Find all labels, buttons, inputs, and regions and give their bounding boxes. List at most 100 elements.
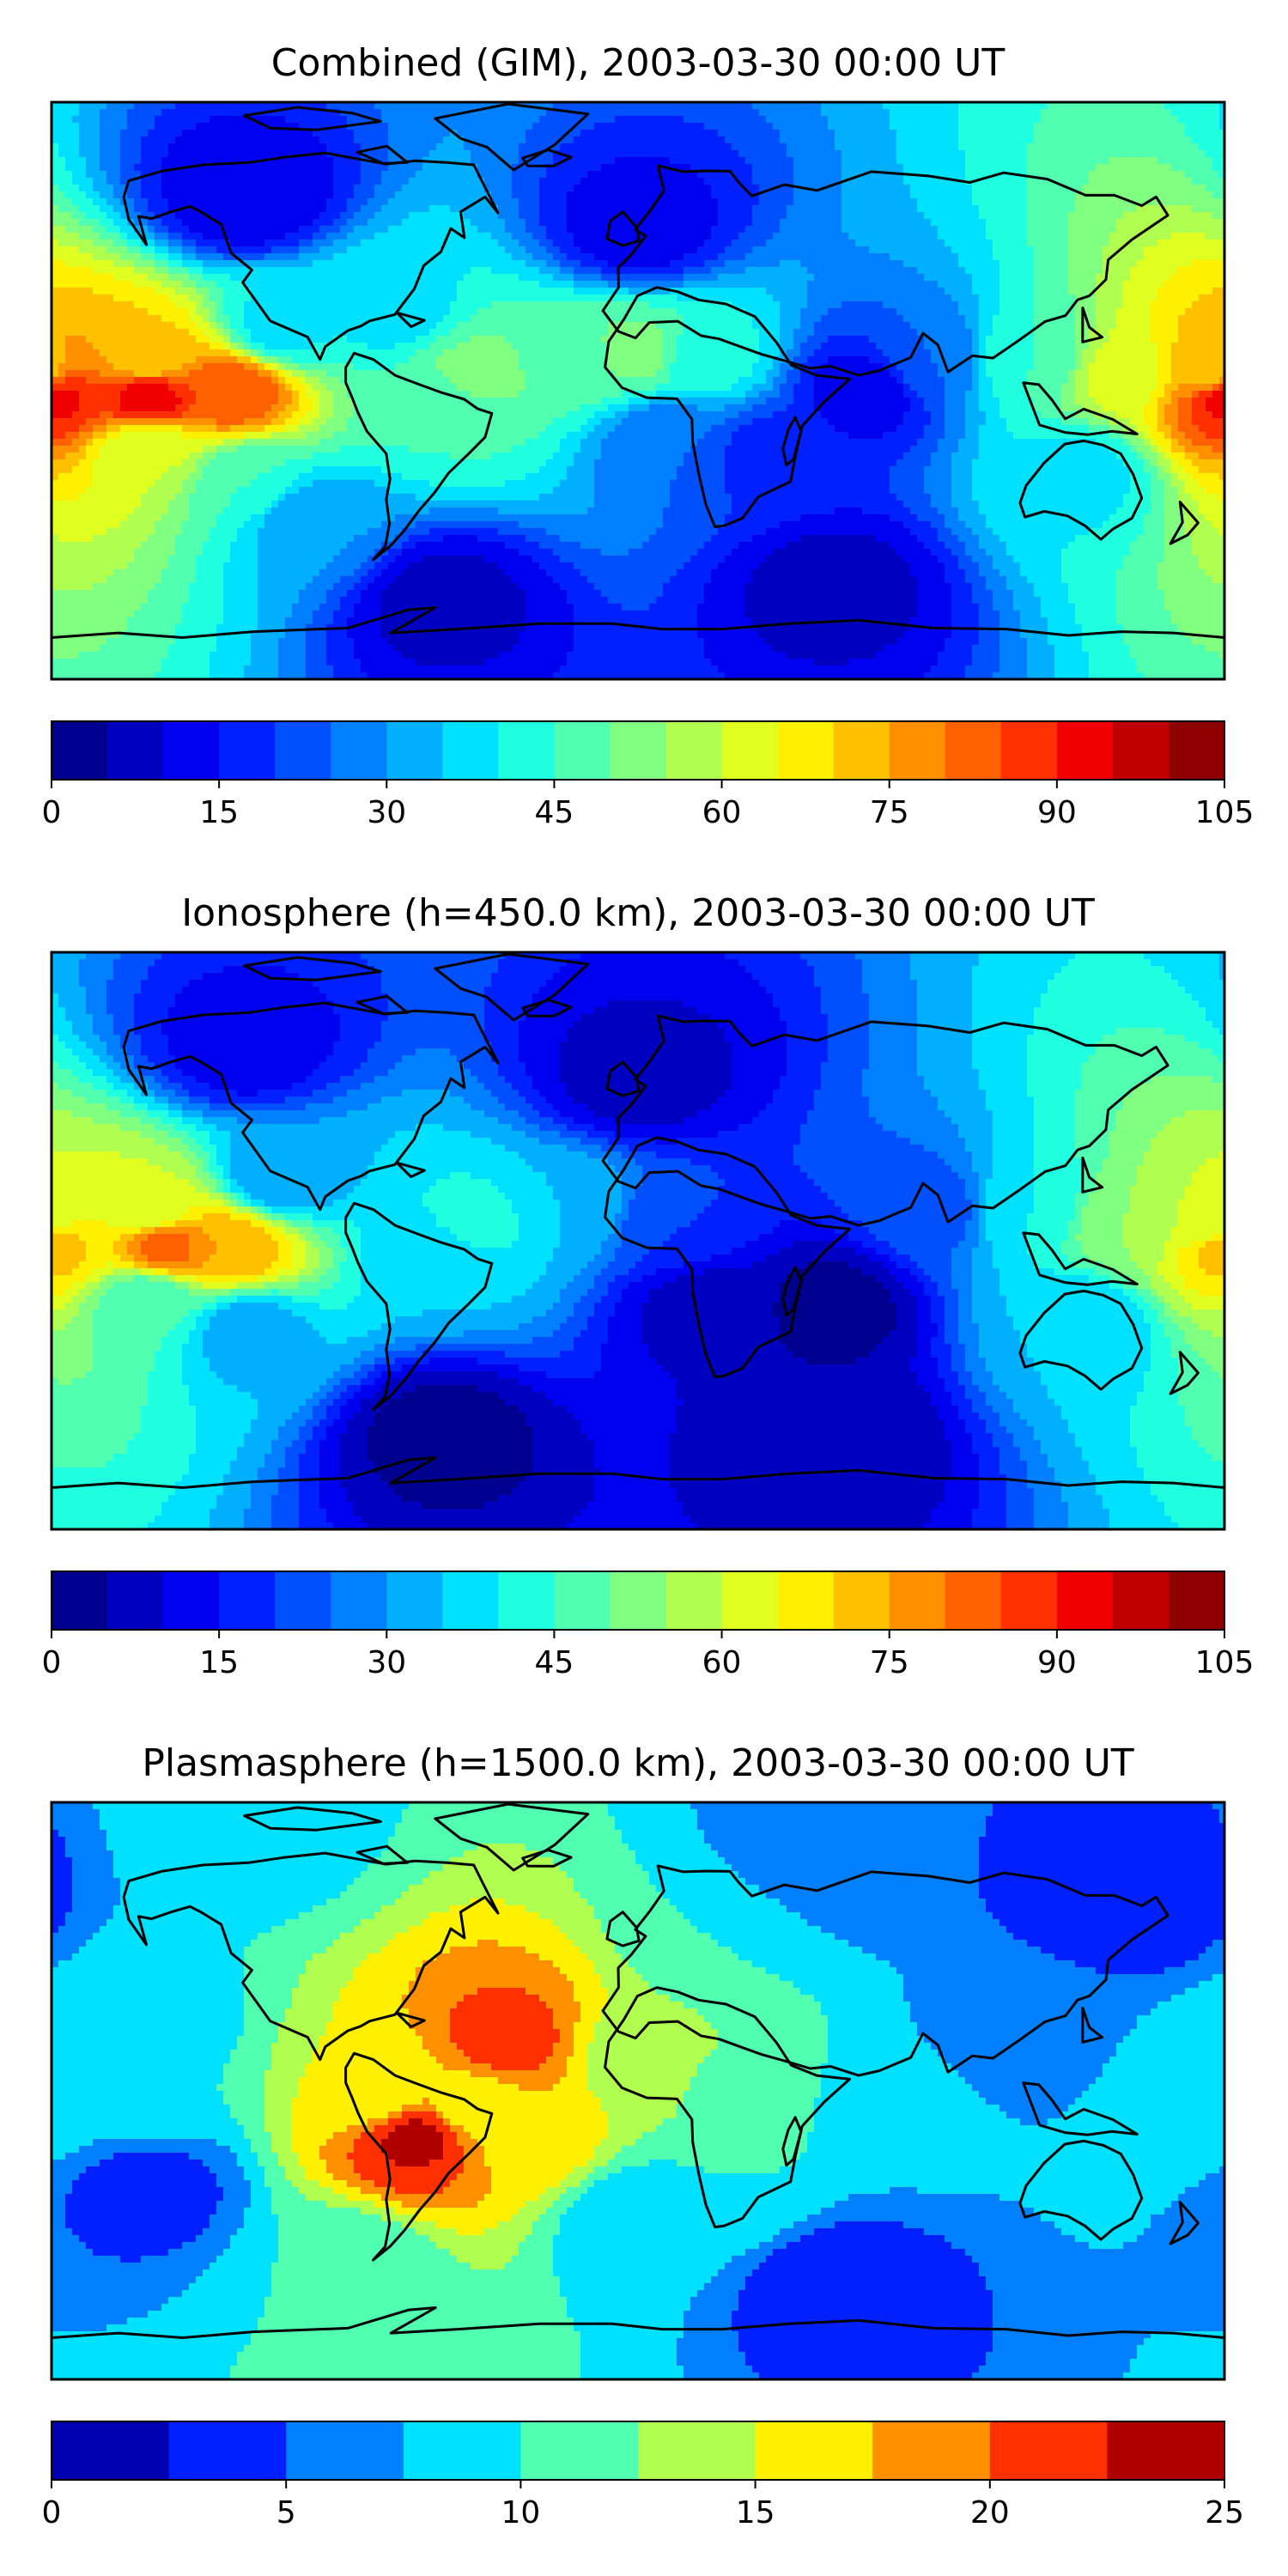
contour-cell bbox=[86, 281, 94, 289]
contour-cell bbox=[1006, 219, 1014, 227]
contour-cell bbox=[560, 281, 568, 289]
contour-cell bbox=[196, 212, 204, 220]
contour-cell bbox=[79, 253, 87, 261]
contour-cell bbox=[848, 274, 856, 282]
contour-cell bbox=[567, 246, 574, 254]
contour-cell bbox=[148, 116, 155, 124]
contour-cell bbox=[1048, 281, 1055, 289]
contour-cell bbox=[1089, 116, 1097, 124]
contour-cell bbox=[622, 116, 629, 124]
contour-cell bbox=[443, 185, 451, 192]
contour-cell bbox=[1212, 295, 1220, 302]
contour-cell bbox=[141, 157, 149, 165]
contour-cell bbox=[958, 164, 966, 172]
contour-cell bbox=[903, 123, 911, 131]
contour-cell bbox=[72, 260, 80, 268]
contour-cell bbox=[951, 116, 959, 124]
contour-cell bbox=[79, 191, 87, 199]
contour-cell bbox=[258, 137, 265, 144]
contour-cell bbox=[1013, 233, 1021, 240]
contour-cell bbox=[951, 109, 959, 117]
contour-cell bbox=[690, 109, 698, 117]
contour-cell bbox=[1061, 185, 1069, 192]
contour-cell bbox=[402, 274, 410, 282]
contour-cell bbox=[814, 274, 822, 282]
contour-cell bbox=[388, 185, 396, 192]
contour-cell bbox=[416, 295, 423, 302]
contour-cell bbox=[189, 212, 197, 220]
contour-cell bbox=[587, 226, 595, 234]
contour-cell bbox=[65, 198, 73, 206]
contour-cell bbox=[450, 109, 458, 117]
contour-cell bbox=[395, 143, 403, 151]
contour-cell bbox=[1013, 212, 1021, 220]
contour-cell bbox=[340, 164, 348, 172]
contour-cell bbox=[670, 281, 677, 289]
contour-cell bbox=[86, 267, 94, 275]
contour-cell bbox=[175, 150, 183, 158]
contour-cell bbox=[285, 253, 293, 261]
contour-cell bbox=[1178, 178, 1186, 185]
contour-cell bbox=[258, 274, 265, 282]
contour-cell bbox=[52, 212, 59, 220]
contour-cell bbox=[381, 198, 389, 206]
contour-cell bbox=[917, 260, 925, 268]
contour-cell bbox=[1192, 164, 1200, 172]
contour-cell bbox=[484, 288, 492, 295]
contour-cell bbox=[814, 178, 822, 185]
contour-cell bbox=[381, 150, 389, 158]
contour-cell bbox=[1123, 157, 1131, 165]
contour-cell bbox=[979, 123, 987, 131]
contour-cell bbox=[402, 281, 410, 289]
contour-cell bbox=[134, 150, 142, 158]
contour-cell bbox=[986, 212, 993, 220]
contour-cell bbox=[1068, 233, 1076, 240]
contour-cell bbox=[807, 150, 815, 158]
contour-cell bbox=[368, 253, 375, 261]
contour-cell bbox=[903, 281, 911, 289]
contour-cell bbox=[917, 267, 925, 275]
contour-cell bbox=[780, 185, 787, 192]
contour-cell bbox=[182, 233, 190, 240]
contour-cell bbox=[1103, 240, 1110, 247]
contour-cell bbox=[704, 143, 712, 151]
contour-cell bbox=[1006, 137, 1014, 144]
contour-cell bbox=[1068, 219, 1076, 227]
contour-cell bbox=[65, 191, 73, 199]
contour-cell bbox=[381, 219, 389, 227]
contour-cell bbox=[883, 295, 890, 302]
contour-cell bbox=[1075, 102, 1083, 110]
contour-cell bbox=[903, 246, 911, 254]
contour-cell bbox=[182, 253, 190, 261]
contour-cell bbox=[773, 116, 781, 124]
contour-cell bbox=[484, 164, 492, 172]
contour-cell bbox=[292, 288, 300, 295]
contour-cell bbox=[965, 157, 973, 165]
contour-cell bbox=[168, 137, 176, 144]
contour-cell bbox=[1219, 233, 1224, 240]
contour-cell bbox=[450, 274, 458, 282]
contour-cell bbox=[333, 116, 341, 124]
contour-cell bbox=[347, 130, 355, 137]
contour-cell bbox=[52, 102, 59, 110]
contour-cell bbox=[1192, 253, 1200, 261]
contour-cell bbox=[299, 116, 307, 124]
contour-cell bbox=[1103, 178, 1110, 185]
contour-cell bbox=[580, 240, 588, 247]
contour-cell bbox=[883, 198, 890, 206]
contour-cell bbox=[436, 102, 444, 110]
contour-cell bbox=[622, 226, 629, 234]
contour-cell bbox=[1185, 171, 1193, 179]
contour-cell bbox=[938, 143, 945, 151]
contour-cell bbox=[1178, 240, 1186, 247]
contour-cell bbox=[635, 137, 643, 144]
contour-cell bbox=[1006, 288, 1014, 295]
contour-cell bbox=[168, 295, 176, 302]
contour-cell bbox=[828, 212, 835, 220]
contour-cell bbox=[642, 267, 650, 275]
contour-cell bbox=[127, 301, 135, 309]
contour-cell bbox=[381, 123, 389, 131]
contour-cell bbox=[546, 150, 554, 158]
contour-cell bbox=[580, 171, 588, 179]
contour-cell bbox=[979, 288, 987, 295]
